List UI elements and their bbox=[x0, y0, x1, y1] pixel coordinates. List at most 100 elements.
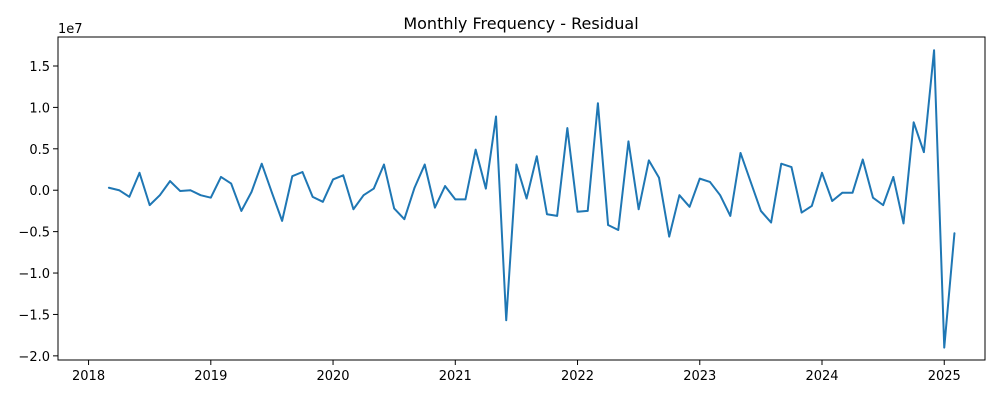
x-tick-label: 2021 bbox=[439, 369, 472, 384]
y-tick-label: 1.5 bbox=[29, 60, 50, 75]
data-point bbox=[362, 194, 365, 196]
data-point bbox=[372, 187, 375, 190]
data-point bbox=[546, 213, 548, 216]
data-point bbox=[719, 194, 721, 196]
data-point bbox=[739, 152, 742, 154]
data-point bbox=[220, 176, 222, 178]
x-tick-label: 2022 bbox=[561, 369, 594, 384]
residual-series-line bbox=[107, 49, 956, 349]
data-point bbox=[760, 210, 762, 212]
y-tick-label: 0.0 bbox=[29, 184, 50, 199]
data-point bbox=[423, 163, 426, 166]
data-point bbox=[454, 198, 457, 201]
data-point bbox=[821, 172, 823, 174]
data-point bbox=[861, 158, 864, 161]
data-point bbox=[872, 196, 874, 199]
data-point bbox=[311, 196, 314, 198]
data-point bbox=[281, 220, 283, 222]
data-point bbox=[179, 190, 182, 192]
data-point bbox=[515, 163, 518, 166]
data-point bbox=[943, 346, 946, 349]
x-tick-label: 2020 bbox=[316, 369, 349, 384]
data-point bbox=[811, 205, 813, 207]
data-point bbox=[138, 172, 141, 174]
plot-frame bbox=[57, 36, 986, 361]
chart-title: Monthly Frequency - Residual bbox=[403, 14, 638, 33]
data-point bbox=[688, 205, 691, 208]
data-point bbox=[434, 206, 436, 209]
data-point bbox=[770, 221, 772, 224]
data-point bbox=[648, 159, 650, 162]
y-tick-label: 0.5 bbox=[29, 143, 50, 158]
data-point bbox=[668, 235, 671, 238]
data-point bbox=[393, 207, 395, 210]
data-point bbox=[250, 191, 253, 193]
data-point bbox=[495, 115, 497, 118]
data-point bbox=[199, 194, 202, 196]
data-point bbox=[576, 210, 579, 213]
data-point bbox=[953, 232, 956, 235]
data-point bbox=[597, 102, 599, 105]
x-axis: 2018 2019 2020 2021 2022 2023 2024 2025 bbox=[72, 360, 961, 384]
data-point bbox=[780, 162, 783, 165]
data-point bbox=[556, 215, 558, 217]
data-point bbox=[831, 200, 833, 202]
data-point bbox=[637, 208, 640, 211]
y-tick-label: −0.5 bbox=[18, 226, 50, 241]
y-tick-label: −1.0 bbox=[18, 267, 50, 282]
data-point bbox=[933, 49, 935, 52]
x-tick-label: 2023 bbox=[683, 369, 716, 384]
data-point bbox=[790, 166, 793, 168]
data-point bbox=[444, 185, 446, 187]
data-point bbox=[658, 176, 660, 179]
series-layer bbox=[107, 49, 956, 349]
data-point bbox=[291, 175, 294, 177]
x-tick-label: 2025 bbox=[928, 369, 961, 384]
data-point bbox=[413, 186, 416, 189]
data-point bbox=[485, 187, 487, 190]
data-point bbox=[505, 319, 508, 322]
data-point bbox=[342, 174, 345, 177]
data-point bbox=[698, 177, 701, 180]
data-point bbox=[749, 181, 752, 183]
data-point bbox=[607, 224, 609, 226]
data-point bbox=[464, 198, 467, 201]
data-point bbox=[627, 140, 630, 143]
data-point bbox=[678, 194, 681, 196]
data-point bbox=[301, 171, 304, 173]
x-tick-label: 2019 bbox=[194, 369, 227, 384]
x-tick-label: 2018 bbox=[72, 369, 105, 384]
data-point bbox=[159, 194, 161, 196]
data-point bbox=[240, 210, 243, 212]
data-point bbox=[841, 191, 844, 194]
data-point bbox=[271, 191, 273, 194]
data-point bbox=[525, 197, 528, 200]
data-point bbox=[352, 208, 355, 211]
data-point bbox=[403, 218, 406, 221]
data-point bbox=[892, 176, 895, 178]
y-axis: 1.5 1.0 0.5 0.0 −0.5 −1.0 −1.5 −2.0 bbox=[18, 60, 58, 365]
data-point bbox=[322, 201, 324, 203]
data-point bbox=[189, 189, 192, 192]
y-axis-offset-label: 1e7 bbox=[58, 22, 83, 37]
x-tick-label: 2024 bbox=[805, 369, 838, 384]
data-point bbox=[210, 196, 212, 199]
data-point bbox=[882, 204, 884, 206]
data-point bbox=[169, 180, 171, 182]
y-tick-label: −1.5 bbox=[18, 308, 50, 323]
y-tick-label: −2.0 bbox=[18, 350, 50, 365]
data-point bbox=[729, 215, 732, 217]
data-point bbox=[474, 148, 477, 151]
data-point bbox=[800, 211, 803, 214]
data-point bbox=[566, 127, 569, 129]
data-point bbox=[851, 191, 854, 194]
data-point bbox=[108, 186, 110, 189]
data-point bbox=[912, 121, 915, 124]
data-point bbox=[260, 162, 263, 165]
data-point bbox=[148, 204, 151, 206]
data-point bbox=[617, 229, 620, 231]
data-point bbox=[586, 210, 589, 212]
data-point bbox=[709, 181, 711, 183]
